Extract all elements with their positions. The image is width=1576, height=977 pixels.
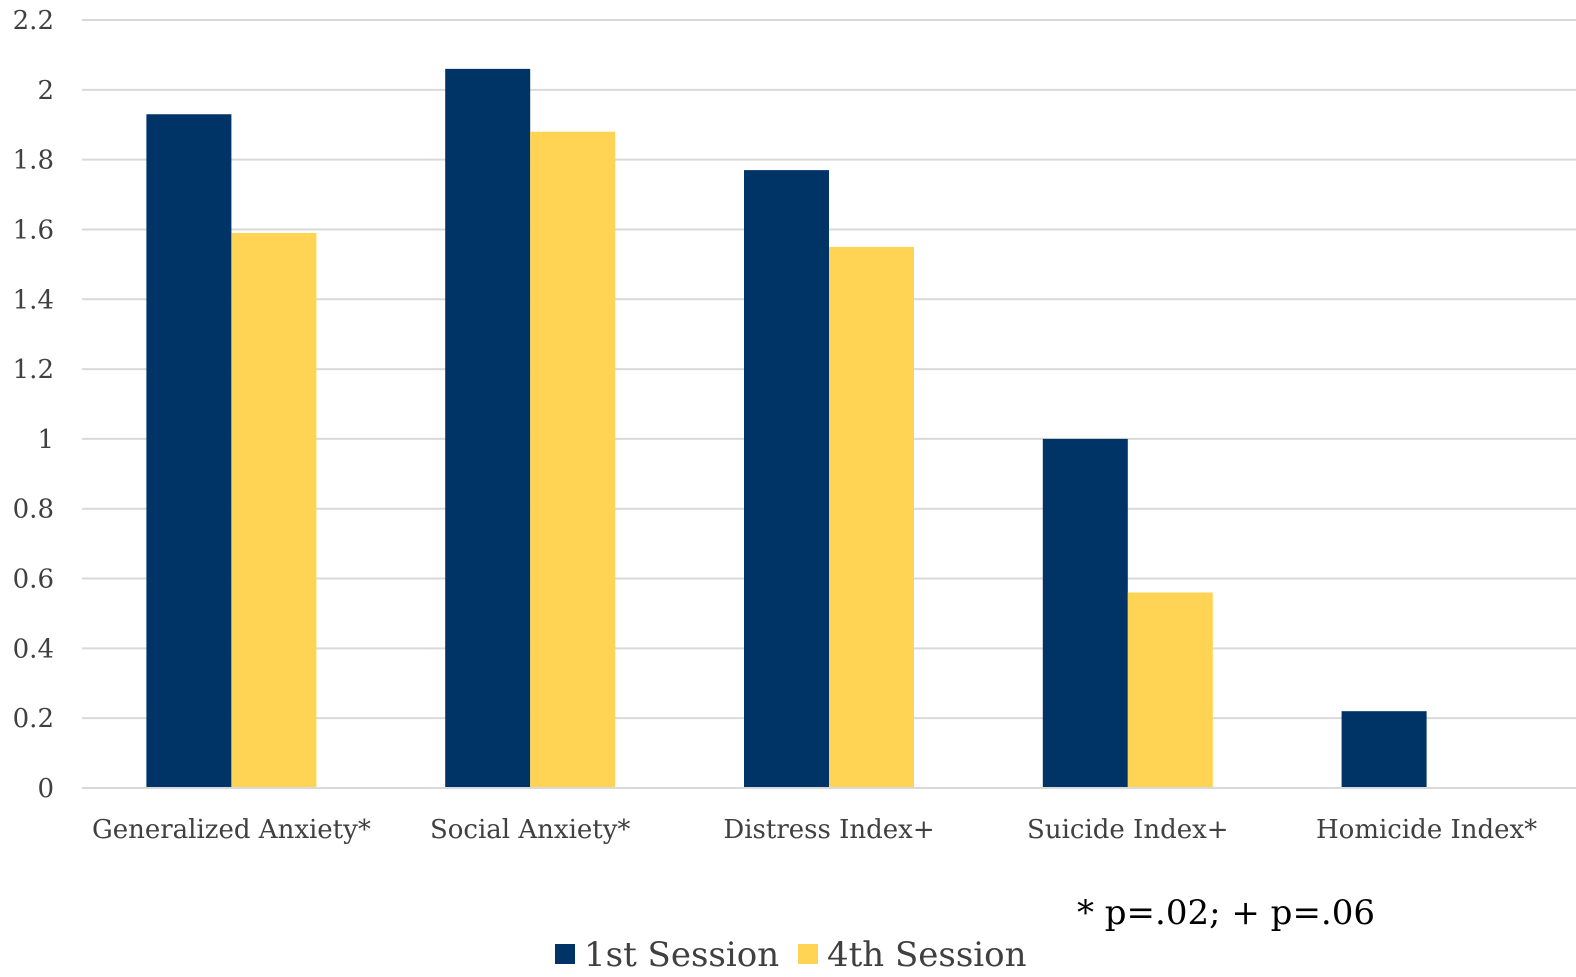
y-tick-label: 0: [37, 774, 54, 804]
y-tick-label: 1: [37, 425, 54, 455]
legend-label: 4th Session: [827, 935, 1027, 975]
category-label: Suicide Index+: [1027, 815, 1229, 845]
bar-first-session: [1042, 438, 1128, 788]
significance-note: * p=.02; + p=.06: [1077, 893, 1375, 933]
bar-fourth-session: [1127, 592, 1213, 788]
legend: 1st Session 4th Session: [555, 935, 1027, 975]
bar-fourth-session: [829, 246, 914, 789]
bar-fourth-session: [530, 131, 616, 788]
y-tick-label: 2.2: [13, 6, 54, 36]
bar-first-session: [744, 170, 829, 789]
bar-first-session: [1341, 711, 1427, 788]
category-labels: Generalized Anxiety* Social Anxiety* Distr…: [92, 815, 1537, 845]
bar-fourth-session: [231, 232, 317, 789]
y-tick-label: 1.2: [13, 355, 54, 385]
bar-first-session: [146, 114, 232, 789]
legend-label: 1st Session: [584, 935, 779, 975]
bars: [146, 68, 1427, 789]
y-tick-label: 0.2: [13, 704, 54, 734]
category-label: Distress Index+: [723, 815, 934, 845]
y-axis-ticks: 0 0.2 0.4 0.6 0.8 1 1.2 1.4 1.6 1.8 2 2.2: [13, 6, 54, 804]
y-tick-label: 0.4: [13, 634, 54, 664]
legend-swatch: [798, 944, 818, 964]
y-tick-label: 0.8: [13, 495, 54, 525]
category-label: Generalized Anxiety*: [92, 815, 371, 845]
category-label: Social Anxiety*: [430, 815, 630, 845]
y-tick-label: 1.4: [13, 285, 54, 315]
legend-swatch: [555, 944, 575, 964]
category-label: Homicide Index*: [1316, 815, 1537, 845]
y-tick-label: 1.8: [13, 146, 54, 176]
bar-first-session: [445, 68, 531, 788]
y-tick-label: 1.6: [13, 215, 54, 245]
y-tick-label: 0.6: [13, 565, 54, 595]
y-tick-label: 2: [37, 76, 54, 106]
